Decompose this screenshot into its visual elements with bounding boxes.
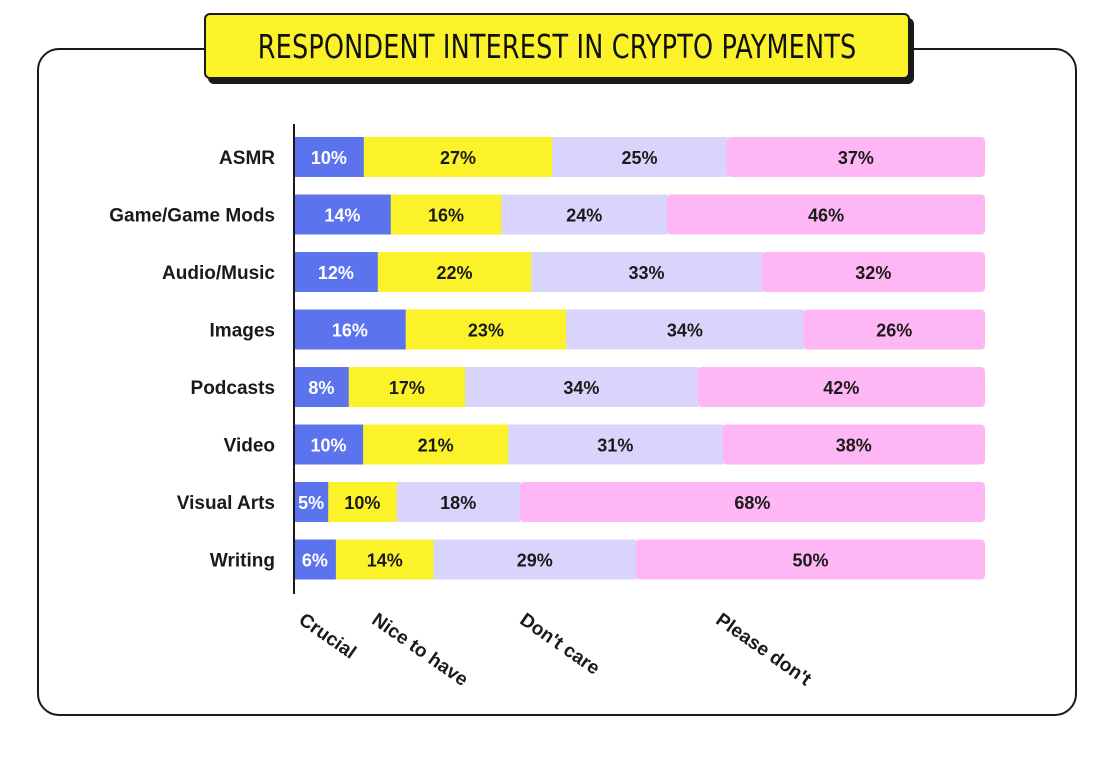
data-label: 25%	[621, 148, 657, 168]
bar-segment	[433, 539, 637, 580]
bar-segment	[294, 252, 379, 292]
bar-segment	[363, 424, 509, 465]
bar-segment	[531, 252, 763, 292]
bar-segment	[294, 194, 392, 235]
data-label: 26%	[876, 321, 912, 341]
category-label: Game/Game Mods	[109, 206, 275, 227]
data-label: 10%	[344, 493, 380, 513]
data-label: 34%	[667, 321, 703, 341]
bar-segment	[405, 309, 567, 350]
data-label: 68%	[734, 493, 770, 513]
data-label: 31%	[597, 436, 633, 456]
data-label: 16%	[332, 321, 368, 341]
data-label: 17%	[389, 378, 425, 398]
bar-segment	[465, 367, 699, 407]
chart-title: RESPONDENT INTEREST IN CRYPTO PAYMENTS	[257, 26, 857, 66]
chart-title-box: RESPONDENT INTEREST IN CRYPTO PAYMENTS	[204, 13, 910, 79]
data-label: 29%	[517, 551, 553, 571]
data-label: 37%	[838, 148, 874, 168]
bar-segment	[335, 539, 435, 580]
data-label: 6%	[302, 551, 328, 571]
data-label: 12%	[318, 263, 354, 283]
data-label: 5%	[298, 493, 324, 513]
bar-segment	[501, 194, 668, 235]
bar-segment	[726, 137, 985, 177]
legend-item: Don't care	[516, 609, 604, 679]
bar-segment	[722, 424, 985, 465]
data-label: 16%	[428, 206, 464, 226]
data-label: 24%	[566, 206, 602, 226]
bar-segment	[508, 424, 723, 465]
category-label: Visual Arts	[177, 493, 275, 514]
data-label: 34%	[563, 378, 599, 398]
data-label: 14%	[324, 206, 360, 226]
data-label: 32%	[855, 263, 891, 283]
bar-segment	[566, 309, 805, 350]
bar-segment	[328, 482, 398, 522]
data-label: 38%	[836, 436, 872, 456]
data-label: 46%	[808, 206, 844, 226]
bar-segment	[363, 137, 553, 177]
bar-segment	[294, 309, 407, 350]
bar-segment	[390, 194, 502, 235]
data-label: 42%	[823, 378, 859, 398]
bar-segment	[552, 137, 728, 177]
bar-segment	[294, 137, 365, 177]
bar-segment	[294, 482, 329, 522]
bar-segment	[294, 539, 337, 580]
legend-item: Crucial	[295, 609, 360, 663]
data-label: 33%	[628, 263, 664, 283]
data-label: 22%	[437, 263, 473, 283]
legend-item: Nice to have	[368, 609, 472, 690]
bar-segment	[761, 252, 985, 292]
data-label: 23%	[468, 321, 504, 341]
data-label: 18%	[440, 493, 476, 513]
bar-segment	[636, 539, 985, 580]
bar-segment	[377, 252, 532, 292]
bar-segment	[294, 424, 364, 465]
bar-segment	[396, 482, 521, 522]
data-label: 21%	[418, 436, 454, 456]
bar-segment	[348, 367, 466, 407]
bar-segment	[667, 194, 985, 235]
bar-segment	[519, 482, 985, 522]
bar-segment	[294, 367, 350, 407]
data-label: 14%	[367, 551, 403, 571]
category-label: Writing	[210, 551, 275, 572]
data-label: 10%	[311, 148, 347, 168]
category-label: Images	[210, 321, 275, 342]
data-label: 50%	[792, 551, 828, 571]
data-label: 8%	[308, 378, 334, 398]
data-label: 10%	[311, 436, 347, 456]
legend-item: Please don't	[712, 609, 816, 690]
category-label: ASMR	[219, 148, 275, 169]
category-label: Audio/Music	[162, 263, 275, 284]
category-label: Podcasts	[191, 378, 275, 399]
data-label: 27%	[440, 148, 476, 168]
bar-segment	[697, 367, 985, 407]
bar-segment	[803, 309, 985, 350]
category-label: Video	[224, 436, 275, 457]
